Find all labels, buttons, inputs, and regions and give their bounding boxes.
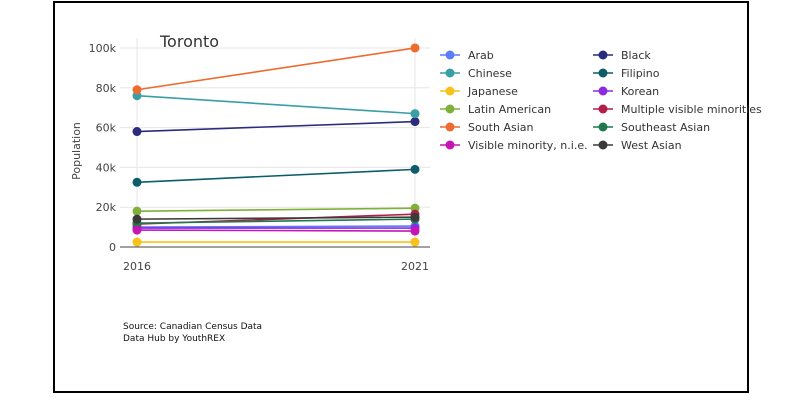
data-point	[410, 117, 420, 127]
legend-swatch-marker	[598, 86, 608, 96]
legend-item[interactable]: Filipino	[593, 67, 660, 80]
data-point	[132, 237, 142, 247]
y-tick-label: 40k	[96, 161, 117, 174]
series-line	[136, 207, 416, 212]
y-tick-label: 60k	[96, 122, 117, 135]
source-line-1: Source: Canadian Census Data	[123, 322, 262, 332]
legend-label: Latin American	[468, 103, 551, 116]
data-point	[132, 225, 142, 235]
legend-item[interactable]: Arab	[440, 49, 494, 62]
legend-item[interactable]: Chinese	[440, 67, 512, 80]
legend-item[interactable]: West Asian	[593, 139, 682, 152]
legend-label: Filipino	[621, 67, 660, 80]
legend-label: Chinese	[468, 67, 512, 80]
series-lines	[132, 43, 420, 247]
y-tick-label: 80k	[96, 82, 117, 95]
legend-item[interactable]: Multiple visible minorities	[593, 103, 762, 116]
x-tick-label: 2021	[401, 260, 429, 273]
legend-swatch-marker	[445, 122, 455, 132]
x-tick-label: 2016	[123, 260, 151, 273]
data-point	[410, 43, 420, 53]
data-point	[132, 206, 142, 216]
legend-label: South Asian	[468, 121, 534, 134]
series-line	[136, 216, 416, 220]
y-tick-label: 20k	[96, 201, 117, 214]
legend-item[interactable]: South Asian	[440, 121, 534, 134]
legend-swatch-marker	[598, 68, 608, 78]
legend-swatch-marker	[598, 122, 608, 132]
y-axis-label: Population	[70, 122, 83, 180]
source-line-2: Data Hub by YouthREX	[123, 334, 225, 344]
data-point	[410, 109, 420, 119]
legend-swatch-marker	[445, 50, 455, 60]
legend-label: Southeast Asian	[621, 121, 710, 134]
legend-label: Korean	[621, 85, 659, 98]
data-point	[132, 127, 142, 137]
legend-item[interactable]: Southeast Asian	[593, 121, 710, 134]
legend-item[interactable]: Korean	[593, 85, 659, 98]
legend-item[interactable]: Japanese	[440, 85, 518, 98]
legend-label: West Asian	[621, 139, 682, 152]
legend-item[interactable]: Black	[593, 49, 651, 62]
legend-label: Multiple visible minorities	[621, 103, 762, 116]
series-line	[136, 229, 416, 232]
legend-label: Arab	[468, 49, 494, 62]
data-point	[132, 177, 142, 187]
series-line	[136, 168, 416, 184]
data-point	[132, 214, 142, 224]
series-line	[136, 218, 416, 224]
legend: Arab Black Chinese Filipino Japanese Korean La…	[440, 49, 762, 152]
data-point	[132, 85, 142, 95]
chart-title: Toronto	[159, 32, 219, 51]
legend-swatch-marker	[598, 140, 608, 150]
y-tick-label: 100k	[89, 42, 117, 55]
legend-swatch-marker	[445, 86, 455, 96]
chart-frame	[53, 1, 749, 393]
legend-swatch-marker	[598, 50, 608, 60]
legend-item[interactable]: Latin American	[440, 103, 551, 116]
legend-label: Japanese	[467, 85, 518, 98]
legend-swatch-marker	[598, 104, 608, 114]
legend-swatch-marker	[445, 140, 455, 150]
series-line	[136, 225, 416, 228]
series-line	[136, 120, 416, 133]
series-line	[136, 94, 416, 115]
y-tick-label: 0	[109, 241, 116, 254]
legend-item[interactable]: Visible minority, n.i.e.	[440, 139, 588, 152]
data-point	[410, 226, 420, 236]
legend-label: Black	[621, 49, 651, 62]
data-point	[410, 164, 420, 174]
axes: 0 20k 40k 60k 80k 100k 2016 2021	[89, 42, 430, 273]
legend-label: Visible minority, n.i.e.	[468, 139, 588, 152]
legend-swatch-marker	[445, 104, 455, 114]
legend-swatch-marker	[445, 68, 455, 78]
data-point	[410, 237, 420, 247]
series-line	[136, 47, 416, 91]
data-point	[410, 212, 420, 222]
